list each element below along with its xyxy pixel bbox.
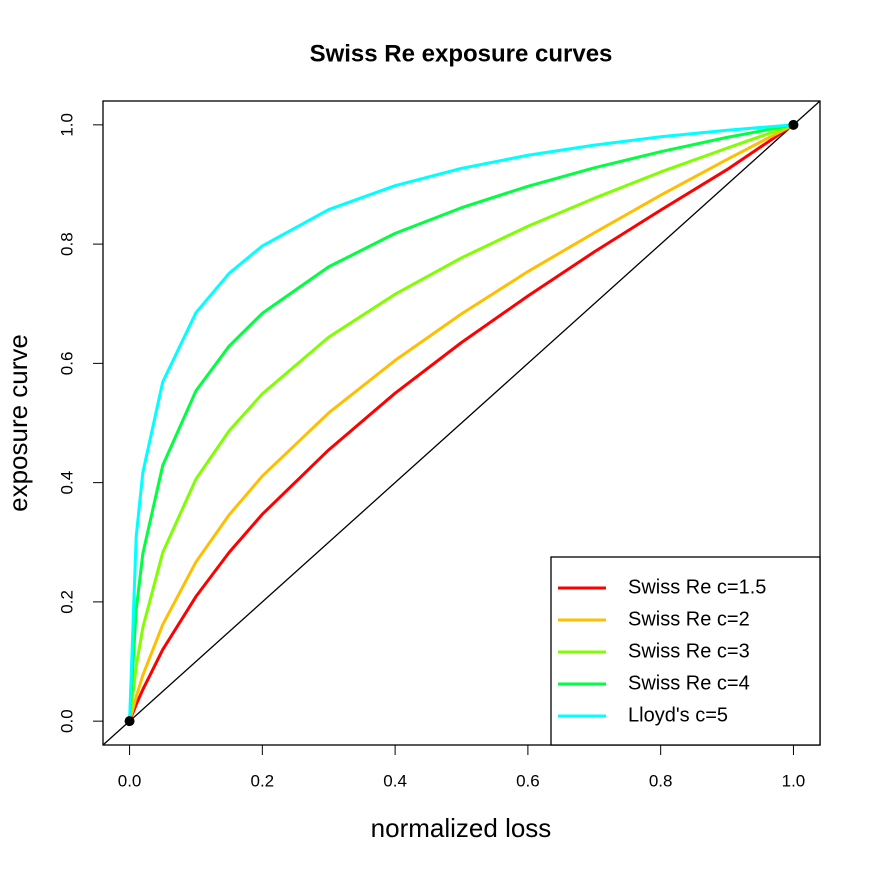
point: [788, 119, 799, 130]
y-tick-label: 0.4: [57, 471, 76, 495]
series-line: [128, 123, 795, 722]
diagonal: [103, 101, 820, 745]
series-line: [128, 123, 795, 722]
point: [124, 716, 135, 727]
x-axis-label: normalized loss: [371, 813, 552, 843]
x-tick-label: 0.4: [383, 771, 407, 790]
x-tick-label: 1.0: [782, 771, 806, 790]
y-tick-label: 1.0: [57, 113, 76, 137]
legend-label: Swiss Re c=1.5: [628, 576, 766, 598]
y-axis-label: exposure curve: [3, 334, 33, 512]
legend-label: Swiss Re c=3: [628, 640, 750, 662]
x-tick-label: 0.2: [251, 771, 275, 790]
x-tick-label: 0.8: [649, 771, 673, 790]
chart-title: Swiss Re exposure curves: [310, 40, 613, 67]
y-tick-label: 0.6: [57, 352, 76, 376]
y-tick-label: 0.2: [57, 590, 76, 614]
plot-frame: [102, 100, 821, 746]
x-tick-label: 0.6: [516, 771, 540, 790]
legend-label: Swiss Re c=4: [628, 672, 750, 694]
series-line: [128, 123, 794, 722]
legend-label: Swiss Re c=2: [628, 608, 750, 630]
x-tick-label: 0.0: [118, 771, 142, 790]
legend-label: Lloyd's c=5: [628, 704, 728, 726]
series-line: [128, 123, 794, 722]
y-tick-label: 0.8: [57, 232, 76, 256]
y-tick-label: 0.0: [57, 709, 76, 733]
series-line: [128, 123, 794, 722]
